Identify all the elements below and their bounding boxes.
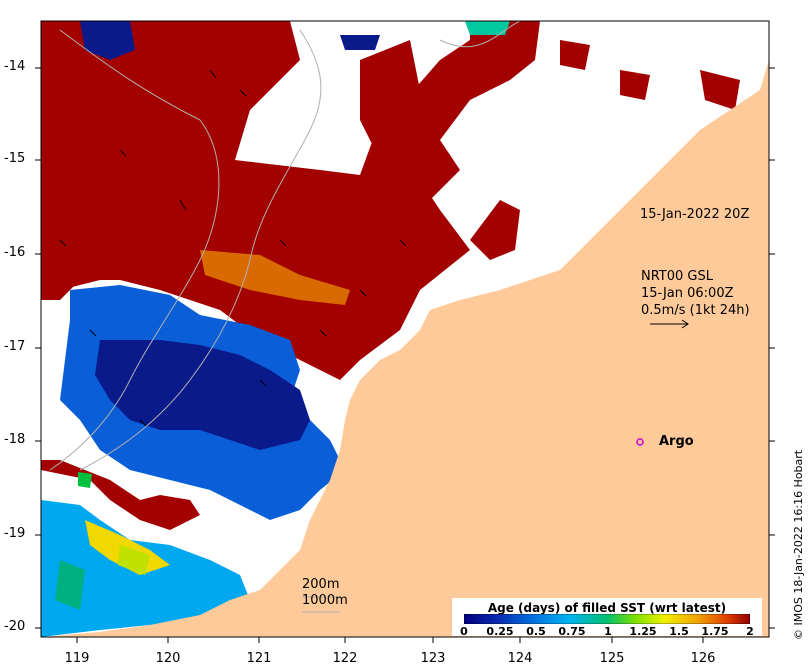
legend-tick-label: 0.75 [558,625,586,638]
legend-ticks: 0 0.25 0.5 0.75 1 1.25 1.5 1.75 2 [452,625,762,638]
isobath-1000-label: 1000m [302,593,348,608]
legend-tick-label: 0.5 [526,625,546,638]
legend-tick-label: 0.25 [486,625,514,638]
lat-tick-label: -18 [4,432,26,447]
lat-tick-label: -20 [4,619,26,634]
current-time-label: 15-Jan 06:00Z [641,286,734,301]
sst-age-0-5-days [41,21,510,637]
lon-tick-label: 123 [420,651,446,666]
legend-tick-label: 2 [746,625,754,638]
axis-ticks [35,67,775,643]
lon-tick-label: 124 [507,651,533,666]
current-scale-arrow [650,319,689,329]
lon-tick-label: 125 [599,651,625,666]
current-scale-label: 0.5m/s (1kt 24h) [641,303,750,318]
lon-tick-label: 121 [246,651,272,666]
lon-tick-label: 126 [690,651,716,666]
map-frame [40,20,770,638]
age-legend: Age (days) of filled SST (wrt latest) 0 … [452,598,762,638]
lat-tick-label: -19 [4,526,26,541]
lon-tick-label: 119 [64,651,90,666]
credit-text: © IMOS 18-Jan-2022 16:16 Hobart [792,449,805,640]
argo-float-marker [636,438,644,446]
lat-tick-label: -16 [4,245,26,260]
legend-tick-label: 1.75 [701,625,729,638]
current-source-label: NRT00 GSL [641,269,713,284]
argo-label: Argo [659,434,694,449]
isobath-lines [49,21,521,471]
current-vectors [59,69,407,427]
legend-colorbar [464,614,750,624]
sst-age-1-75-days [200,250,350,305]
snapshot-time-label: 15-Jan-2022 20Z [640,207,750,222]
isobath-200-label: 200m [302,577,340,592]
legend-tick-label: 1 [604,625,612,638]
legend-title: Age (days) of filled SST (wrt latest) [487,601,727,615]
legend-tick-label: 0 [460,625,468,638]
sst-age-0-days [80,21,380,450]
lat-tick-label: -14 [4,59,26,74]
lat-tick-label: -17 [4,339,26,354]
land-australia [41,60,769,637]
lon-tick-label: 120 [155,651,181,666]
lat-tick-label: -15 [4,151,26,166]
sst-age-2-days [41,21,740,530]
lon-tick-label: 122 [332,651,358,666]
legend-tick-label: 1.25 [629,625,657,638]
legend-tick-label: 1.5 [669,625,689,638]
